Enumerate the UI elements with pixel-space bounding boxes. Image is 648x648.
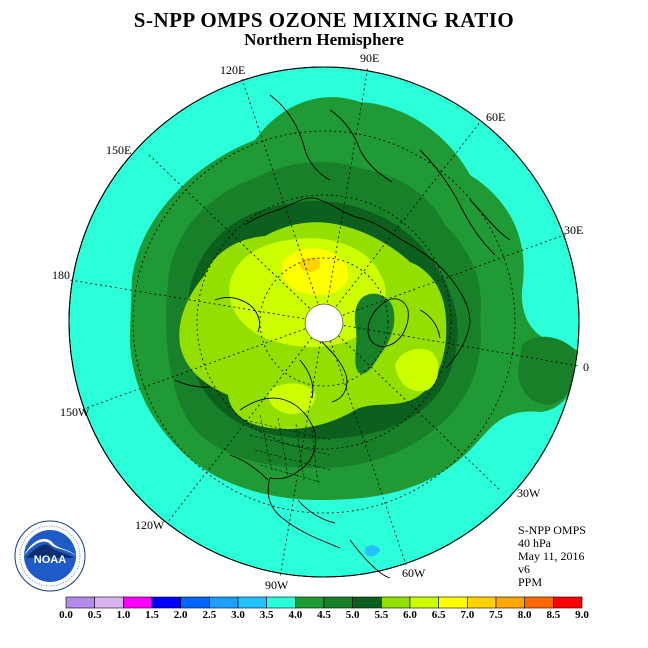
pressure-level-label: 40 hPa: [518, 536, 551, 550]
lon-label-120w: 120W: [135, 518, 165, 532]
colorbar-tick-label: 0.0: [59, 609, 73, 621]
lon-label-0: 0: [583, 360, 589, 374]
contour-6-0-east: [395, 348, 439, 392]
lon-label-30w: 30W: [517, 486, 541, 500]
lon-label-150w: 150W: [60, 405, 90, 419]
version-label: v6: [518, 562, 530, 576]
polar-no-data-circle: [304, 303, 344, 343]
colorbar-tick-label: 8.5: [546, 609, 561, 621]
colorbar-tick-label: 5.0: [345, 609, 360, 621]
colorbar-tick-label: 7.0: [460, 609, 475, 621]
map-subtitle: Northern Hemisphere: [244, 30, 404, 49]
colorbar-tick-label: 1.0: [116, 609, 131, 621]
colorbar-tick-label: 0.5: [87, 609, 102, 621]
colorbar-tick-label: 5.5: [374, 609, 389, 621]
colorbar-tick-label: 3.0: [231, 609, 245, 621]
contour-6-0-south: [268, 383, 316, 415]
lon-label-30e: 30E: [564, 223, 584, 237]
colorbar-tick-label: 1.5: [145, 609, 159, 621]
colorbar-tick-label: 3.5: [259, 609, 274, 621]
contour-4-5-east: [518, 336, 577, 405]
lon-label-90w: 90W: [265, 578, 289, 592]
instrument-label: S-NPP OMPS: [518, 523, 586, 537]
colorbar-tick-label: 6.0: [403, 609, 417, 621]
colorbar-tick-label: 4.5: [317, 609, 331, 621]
colorbar-tick-label: 2.0: [173, 609, 188, 621]
map-title: S-NPP OMPS OZONE MIXING RATIO: [133, 8, 515, 32]
date-label: May 11, 2016: [518, 549, 585, 563]
contour-4-5-center: [354, 293, 395, 374]
coastlines: [174, 94, 511, 579]
lon-label-120e: 120E: [220, 63, 246, 77]
colorbar-tick-label: 6.5: [431, 609, 446, 621]
metadata-block: S-NPP OMPS 40 hPa May 11, 2016 v6 PPM: [518, 524, 586, 589]
colorbar-tick-label: 7.5: [489, 609, 503, 621]
lon-label-60e: 60E: [486, 110, 506, 124]
colorbar-tick-label: 2.5: [202, 609, 217, 621]
colorbar-tick-label: 8.0: [517, 609, 532, 621]
graticule: [69, 66, 580, 578]
units-label: PPM: [518, 575, 543, 589]
noaa-logo-text: NOAA: [34, 554, 66, 566]
noaa-logo: NOAA: [14, 520, 86, 592]
hemisphere-outline: [68, 66, 580, 578]
lon-label-90e: 90E: [360, 51, 380, 65]
lon-label-150e: 150E: [106, 143, 132, 157]
lon-label-60w: 60W: [402, 566, 426, 580]
colorbar-tick-label: 4.0: [288, 609, 303, 621]
contour-6-5: [282, 248, 349, 296]
political-boundaries: [244, 414, 331, 486]
contour-3-0-pocket: [365, 545, 380, 557]
colorbar-tick-label: 9.0: [575, 609, 589, 621]
lon-label-180: 180: [52, 268, 70, 282]
